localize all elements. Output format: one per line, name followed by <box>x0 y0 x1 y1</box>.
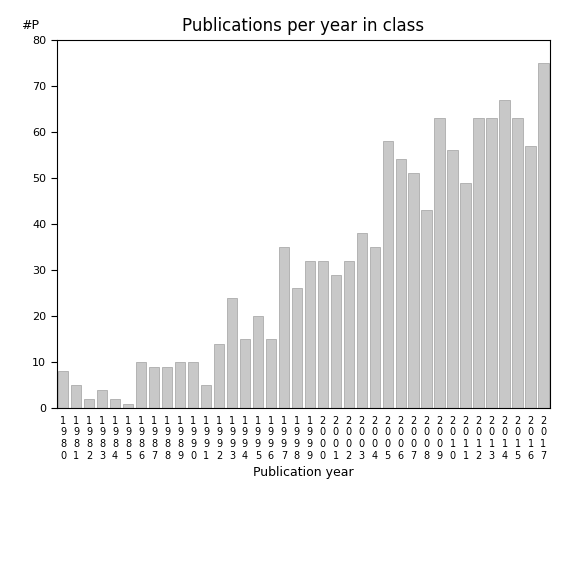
Bar <box>71 385 82 408</box>
Bar <box>473 118 484 408</box>
Bar <box>201 385 211 408</box>
Bar <box>500 100 510 408</box>
Bar <box>162 367 172 408</box>
Bar <box>318 261 328 408</box>
Bar <box>370 247 380 408</box>
Bar <box>331 274 341 408</box>
Bar <box>266 339 276 408</box>
Bar <box>538 63 549 408</box>
Bar <box>278 247 289 408</box>
Y-axis label: #P: #P <box>20 19 39 32</box>
Bar <box>227 298 237 408</box>
Bar <box>304 261 315 408</box>
Bar <box>434 118 445 408</box>
Bar <box>188 362 198 408</box>
Bar <box>525 146 536 408</box>
Bar <box>513 118 523 408</box>
Bar <box>110 399 120 408</box>
Bar <box>84 399 94 408</box>
Bar <box>291 289 302 408</box>
Bar <box>383 141 393 408</box>
Bar <box>486 118 497 408</box>
Bar <box>240 339 250 408</box>
Bar <box>460 183 471 408</box>
Bar <box>97 390 107 408</box>
Bar <box>447 150 458 408</box>
Bar <box>136 362 146 408</box>
Bar <box>58 371 69 408</box>
Bar <box>123 404 133 408</box>
Title: Publications per year in class: Publications per year in class <box>182 18 425 35</box>
Bar <box>149 367 159 408</box>
Bar <box>421 210 432 408</box>
Bar <box>408 174 419 408</box>
Bar <box>175 362 185 408</box>
Bar <box>214 344 224 408</box>
Bar <box>344 261 354 408</box>
X-axis label: Publication year: Publication year <box>253 466 354 479</box>
Bar <box>396 159 406 408</box>
Bar <box>253 316 263 408</box>
Bar <box>357 233 367 408</box>
